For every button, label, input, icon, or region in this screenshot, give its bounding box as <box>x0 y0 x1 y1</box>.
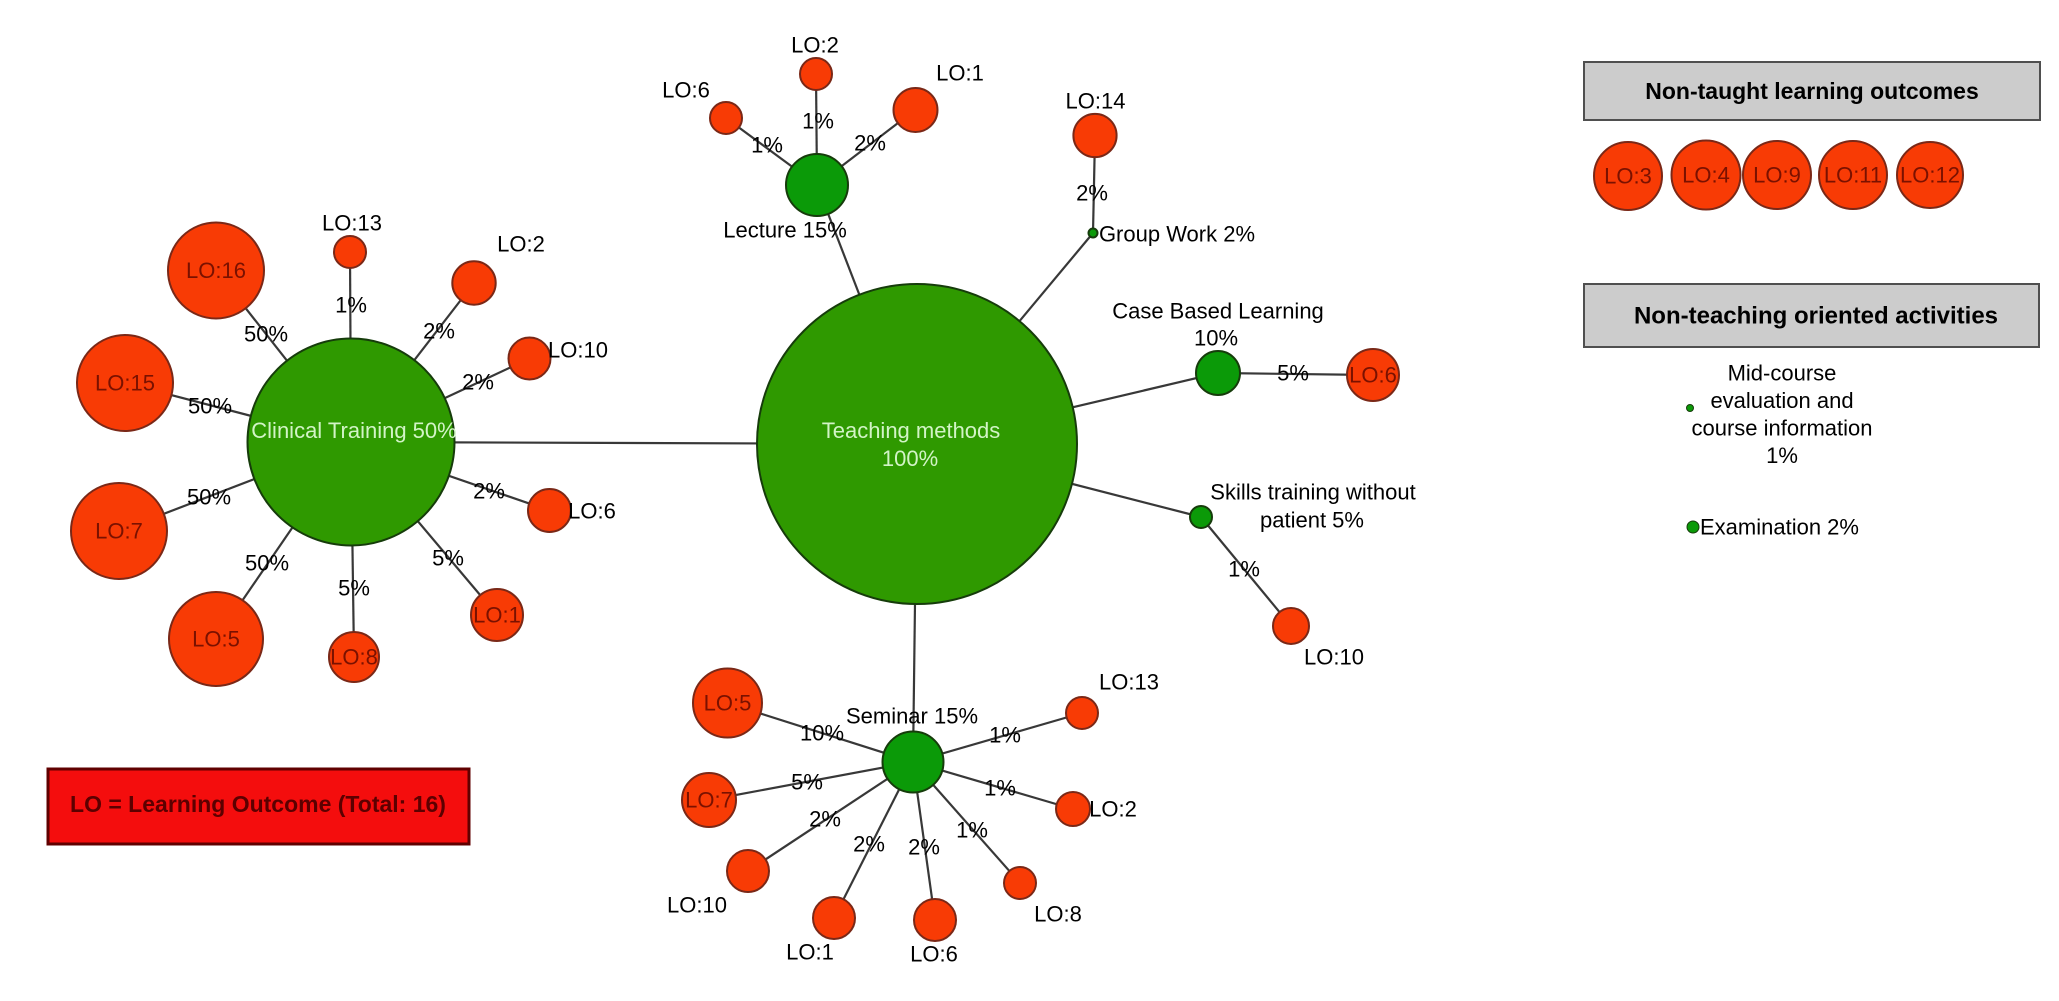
svg-text:2%: 2% <box>809 807 841 832</box>
svg-text:2%: 2% <box>473 479 505 504</box>
svg-text:LO:2: LO:2 <box>497 232 545 257</box>
svg-text:LO:8: LO:8 <box>1034 902 1082 927</box>
svg-text:5%: 5% <box>432 546 464 571</box>
svg-text:Teaching methods: Teaching methods <box>822 418 1001 443</box>
svg-text:LO:13: LO:13 <box>1099 670 1159 695</box>
svg-text:LO:13: LO:13 <box>322 211 382 236</box>
svg-text:1%: 1% <box>956 818 988 843</box>
svg-text:Clinical Training 50%: Clinical Training 50% <box>251 418 456 443</box>
svg-text:LO:12: LO:12 <box>1900 163 1960 188</box>
svg-text:Lecture 15%: Lecture 15% <box>723 218 847 243</box>
svg-text:evaluation and: evaluation and <box>1710 388 1853 413</box>
svg-text:Examination 2%: Examination 2% <box>1700 515 1859 540</box>
svg-text:LO = Learning Outcome (Total:: LO = Learning Outcome (Total: 16) <box>70 791 446 817</box>
svg-text:50%: 50% <box>187 485 231 510</box>
svg-text:LO:14: LO:14 <box>1066 89 1126 114</box>
svg-text:LO:2: LO:2 <box>1089 797 1137 822</box>
svg-text:2%: 2% <box>423 319 455 344</box>
svg-text:LO:7: LO:7 <box>685 788 733 813</box>
svg-text:Seminar 15%: Seminar 15% <box>846 704 978 729</box>
svg-text:1%: 1% <box>989 723 1021 748</box>
svg-text:100%: 100% <box>882 446 938 471</box>
svg-text:LO:6: LO:6 <box>1349 363 1397 388</box>
svg-text:2%: 2% <box>853 832 885 857</box>
svg-text:LO:4: LO:4 <box>1682 163 1730 188</box>
svg-text:LO:15: LO:15 <box>95 371 155 396</box>
svg-text:LO:1: LO:1 <box>936 61 984 86</box>
svg-text:Non-teaching oriented activiti: Non-teaching oriented activities <box>1634 303 1998 330</box>
svg-text:50%: 50% <box>188 394 232 419</box>
svg-text:LO:9: LO:9 <box>1753 163 1801 188</box>
svg-text:1%: 1% <box>335 293 367 318</box>
svg-text:10%: 10% <box>1194 326 1238 351</box>
svg-text:LO:3: LO:3 <box>1604 164 1652 189</box>
svg-text:LO:10: LO:10 <box>1304 645 1364 670</box>
svg-text:LO:1: LO:1 <box>786 940 834 965</box>
svg-text:50%: 50% <box>245 551 289 576</box>
svg-text:LO:16: LO:16 <box>186 258 246 283</box>
svg-text:2%: 2% <box>1076 181 1108 206</box>
svg-text:10%: 10% <box>800 721 844 746</box>
svg-text:Non-taught learning outcomes: Non-taught learning outcomes <box>1645 78 1979 104</box>
svg-text:1%: 1% <box>802 109 834 134</box>
svg-text:50%: 50% <box>244 322 288 347</box>
svg-text:LO:6: LO:6 <box>910 942 958 967</box>
svg-text:5%: 5% <box>791 770 823 795</box>
svg-text:LO:6: LO:6 <box>568 499 616 524</box>
svg-text:LO:11: LO:11 <box>1824 163 1882 188</box>
svg-text:LO:5: LO:5 <box>704 691 752 716</box>
svg-text:Group Work 2%: Group Work 2% <box>1099 222 1255 247</box>
svg-text:LO:10: LO:10 <box>548 338 608 363</box>
svg-text:LO:2: LO:2 <box>791 33 839 58</box>
svg-text:LO:7: LO:7 <box>95 519 143 544</box>
svg-text:course information: course information <box>1692 416 1873 441</box>
svg-text:Mid-course: Mid-course <box>1728 361 1837 386</box>
svg-text:LO:8: LO:8 <box>330 645 378 670</box>
svg-text:LO:6: LO:6 <box>662 78 710 103</box>
svg-text:LO:1: LO:1 <box>473 603 521 628</box>
svg-text:Skills training without: Skills training without <box>1210 480 1415 505</box>
svg-text:2%: 2% <box>462 370 494 395</box>
svg-text:LO:10: LO:10 <box>667 893 727 918</box>
svg-text:5%: 5% <box>338 576 370 601</box>
svg-text:1%: 1% <box>1766 443 1798 468</box>
svg-text:LO:5: LO:5 <box>192 627 240 652</box>
svg-text:1%: 1% <box>984 776 1016 801</box>
svg-text:patient 5%: patient 5% <box>1260 508 1364 533</box>
svg-text:5%: 5% <box>1277 361 1309 386</box>
svg-text:1%: 1% <box>1228 557 1260 582</box>
svg-text:2%: 2% <box>854 131 886 156</box>
svg-text:Case Based Learning: Case Based Learning <box>1112 299 1324 324</box>
svg-text:1%: 1% <box>751 133 783 158</box>
svg-text:2%: 2% <box>908 835 940 860</box>
